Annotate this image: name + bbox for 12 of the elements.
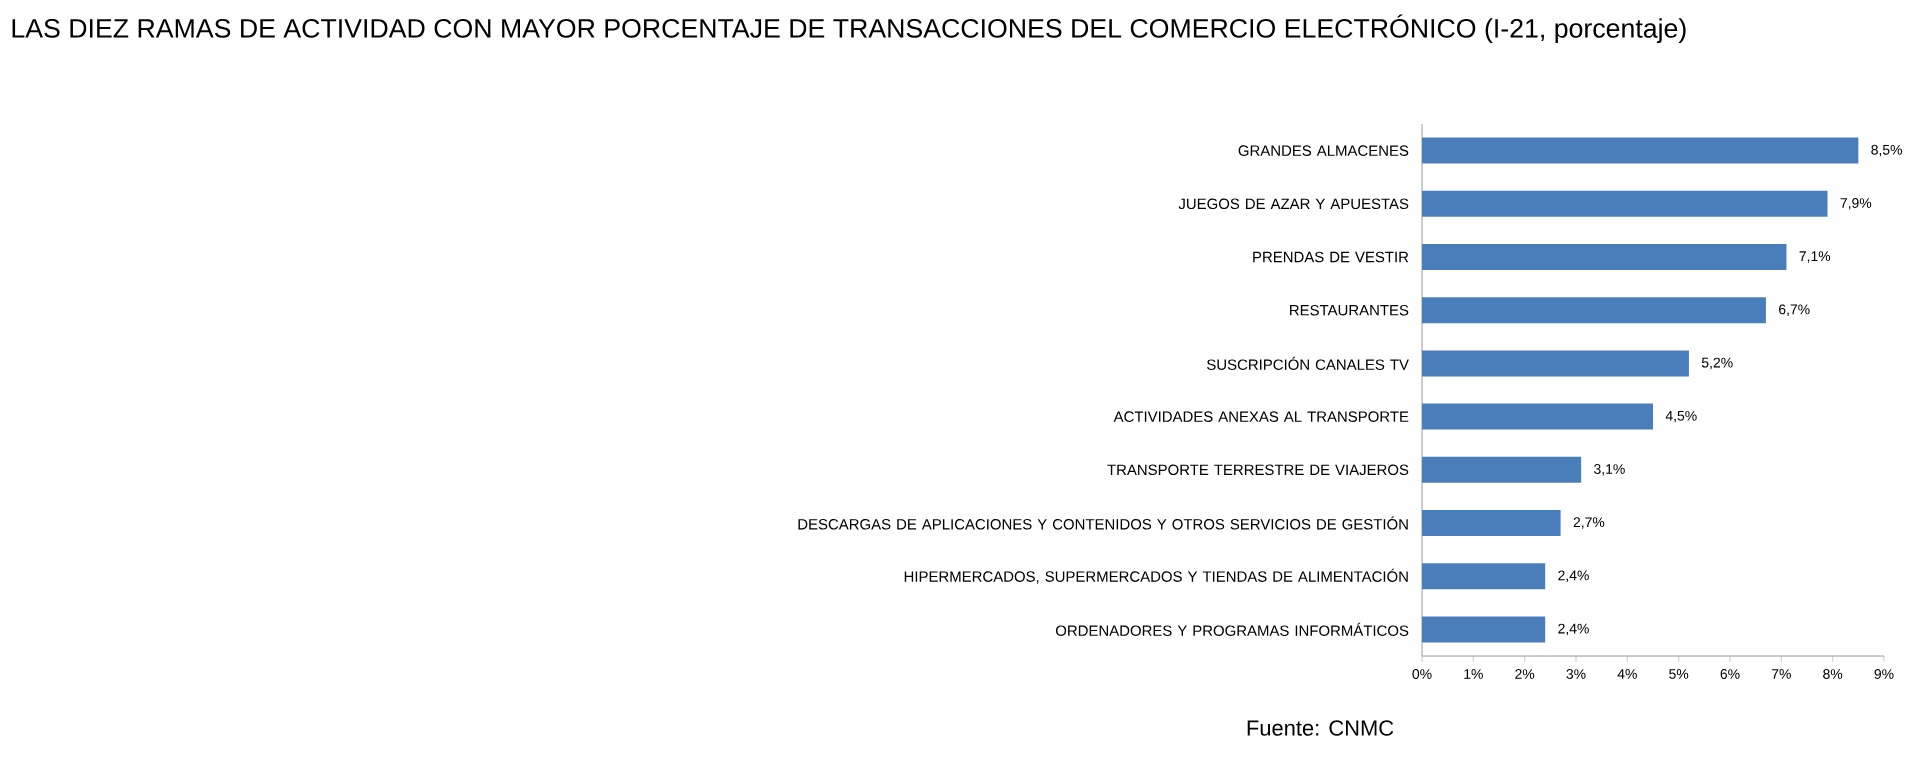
bar: [1422, 510, 1561, 537]
bar: [1422, 616, 1546, 643]
bar: [1422, 137, 1859, 164]
bar: [1422, 350, 1689, 377]
source-note: Fuente: CNMC: [1247, 720, 1394, 736]
text: LAS DIEZ RAMAS DE ACTIVIDAD CON MAYOR PORCENTAJE DE TRANSACCIONES DEL COMERCIO ELECTRÓNICO (I-21, porcentaje): [12, 14, 1686, 44]
bar: [1422, 244, 1787, 271]
bar: [1422, 190, 1828, 217]
bar: [1422, 403, 1653, 430]
bar: [1422, 563, 1546, 590]
bar: [1422, 297, 1766, 324]
bar: [1422, 456, 1582, 483]
